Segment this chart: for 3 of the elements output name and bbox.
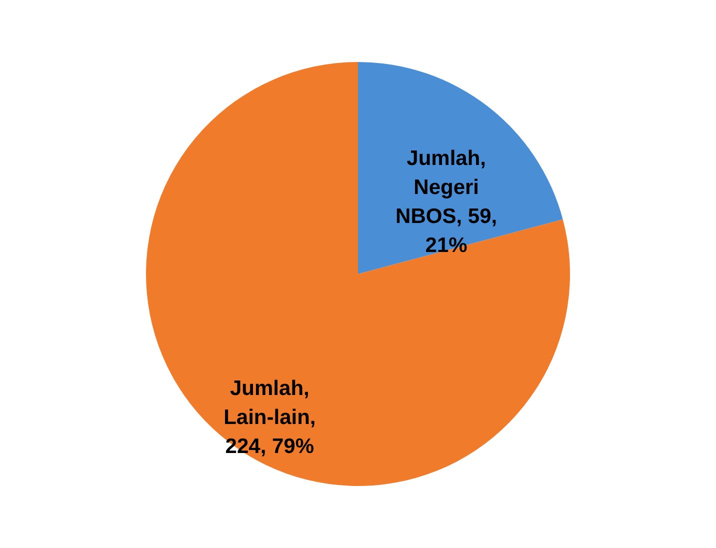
slice-label: Jumlah, Negeri NBOS, 59, 21%	[396, 147, 498, 258]
pie-slice	[146, 62, 570, 486]
pie-slice	[358, 62, 563, 274]
